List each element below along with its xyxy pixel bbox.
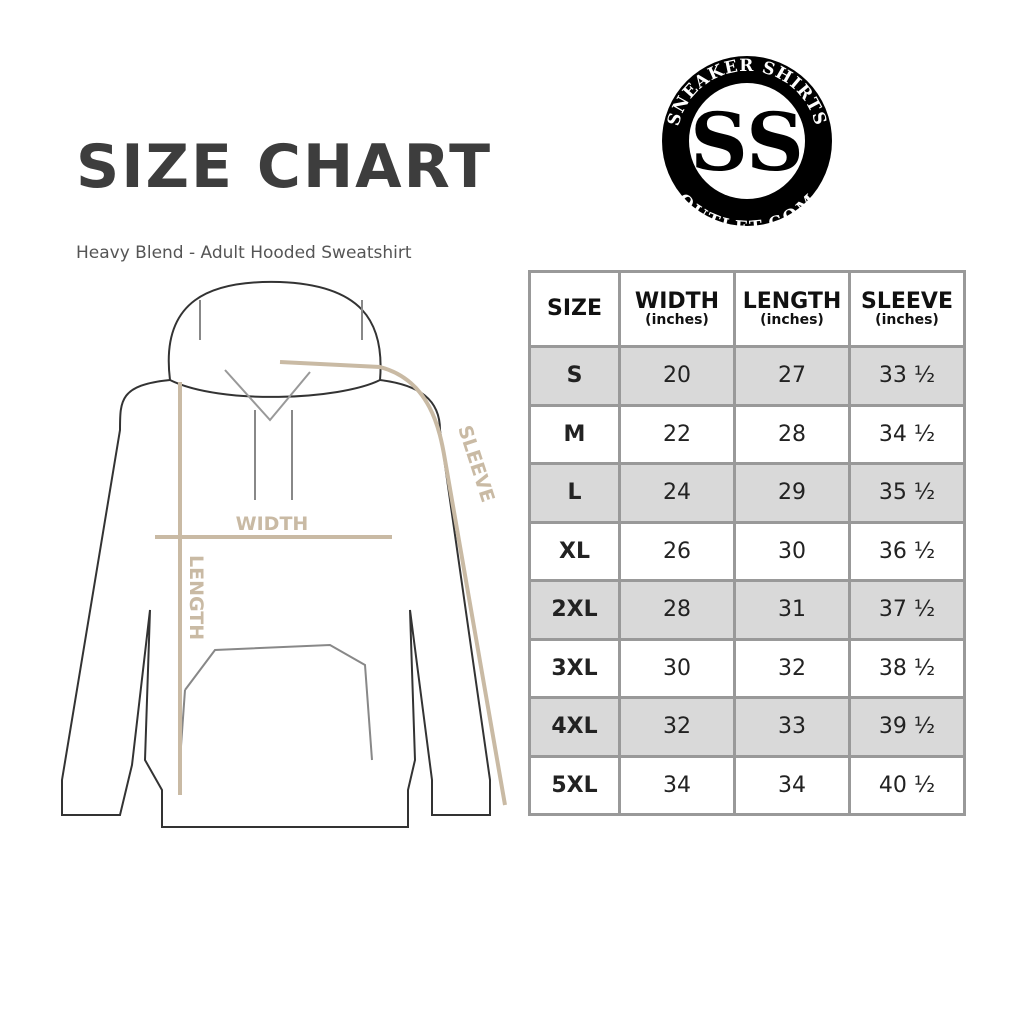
value-cell: 34	[733, 754, 851, 816]
header-unit: (inches)	[645, 312, 709, 329]
measure-arrows	[155, 360, 507, 806]
value-cell: 28	[733, 403, 851, 465]
header-label: SIZE	[546, 296, 602, 322]
value-cell: 34 ½	[848, 403, 966, 465]
table-row: S 20 27 33 ½	[528, 345, 966, 407]
value-cell: 34	[618, 754, 736, 816]
header-unit: (inches)	[760, 312, 824, 329]
header-label: WIDTH	[634, 289, 720, 315]
value-cell: 33 ½	[848, 345, 966, 407]
value-cell: 20	[618, 345, 736, 407]
size-cell: XL	[528, 520, 621, 582]
size-cell: S	[528, 345, 621, 407]
value-cell: 33	[733, 696, 851, 758]
value-cell: 39 ½	[848, 696, 966, 758]
column-header: WIDTH (inches)	[618, 270, 736, 348]
table-row: 4XL 32 33 39 ½	[528, 696, 966, 758]
width-label: WIDTH	[236, 513, 309, 535]
value-cell: 30	[618, 637, 736, 699]
table-row: 3XL 30 32 38 ½	[528, 637, 966, 699]
value-cell: 29	[733, 462, 851, 524]
subtitle: Heavy Blend - Adult Hooded Sweatshirt	[76, 243, 412, 263]
value-cell: 38 ½	[848, 637, 966, 699]
value-cell: 32	[618, 696, 736, 758]
logo-monogram: SS	[690, 95, 804, 189]
size-cell: 3XL	[528, 637, 621, 699]
table-row: M 22 28 34 ½	[528, 403, 966, 465]
value-cell: 31	[733, 579, 851, 641]
table-row: XL 26 30 36 ½	[528, 520, 966, 582]
header-unit: (inches)	[875, 312, 939, 329]
value-cell: 36 ½	[848, 520, 966, 582]
table-row: L 24 29 35 ½	[528, 462, 966, 524]
value-cell: 26	[618, 520, 736, 582]
size-cell: M	[528, 403, 621, 465]
column-header: LENGTH (inches)	[733, 270, 851, 348]
sleeve-label: SLEEVE	[453, 423, 498, 505]
size-cell: L	[528, 462, 621, 524]
table-row: 5XL 34 34 40 ½	[528, 754, 966, 816]
value-cell: 28	[618, 579, 736, 641]
length-label: LENGTH	[185, 555, 207, 640]
size-cell: 4XL	[528, 696, 621, 758]
size-cell: 5XL	[528, 754, 621, 816]
table-row: 2XL 28 31 37 ½	[528, 579, 966, 641]
header-label: SLEEVE	[861, 289, 953, 315]
value-cell: 30	[733, 520, 851, 582]
hoodie-outline	[61, 280, 491, 828]
sleeve-arrow	[279, 360, 507, 806]
value-cell: 24	[618, 462, 736, 524]
value-cell: 37 ½	[848, 579, 966, 641]
value-cell: 35 ½	[848, 462, 966, 524]
column-header: SIZE	[528, 270, 621, 348]
value-cell: 32	[733, 637, 851, 699]
header-label: LENGTH	[742, 289, 842, 315]
size-cell: 2XL	[528, 579, 621, 641]
value-cell: 27	[733, 345, 851, 407]
column-header: SLEEVE (inches)	[848, 270, 966, 348]
logo: SNEAKER SHIRTS OUTLET.COM SS	[662, 56, 832, 238]
page-title: SIZE CHART	[76, 132, 493, 202]
value-cell: 40 ½	[848, 754, 966, 816]
size-table: SIZE WIDTH (inches) LENGTH (inches) SLEEVE (in…	[528, 270, 966, 816]
value-cell: 22	[618, 403, 736, 465]
